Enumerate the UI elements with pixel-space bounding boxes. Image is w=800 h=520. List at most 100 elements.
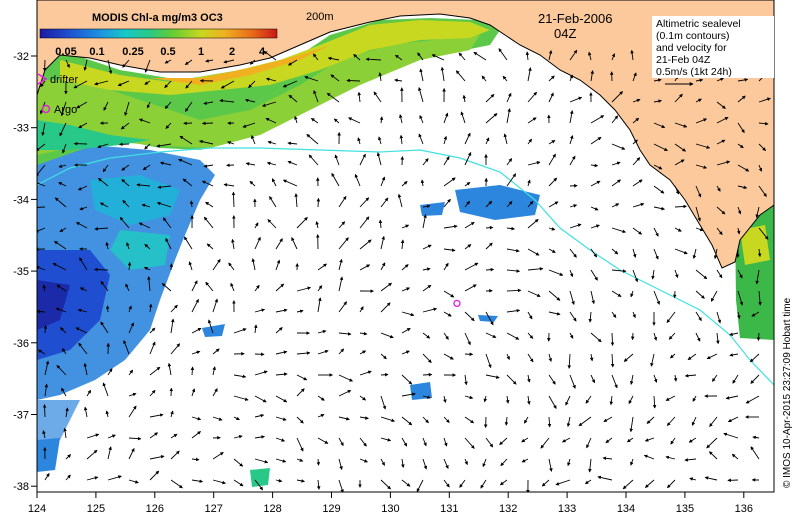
velocity-arrow: [651, 269, 655, 280]
velocity-arrow: [312, 53, 319, 61]
velocity-arrow: [695, 143, 711, 149]
velocity-arrow: [105, 305, 110, 313]
velocity-arrow: [380, 176, 386, 187]
velocity-arrow: [548, 153, 556, 166]
velocity-arrow: [56, 364, 67, 376]
velocity-arrow: [144, 80, 151, 85]
velocity-arrow: [212, 298, 218, 313]
velocity-arrow: [357, 137, 361, 145]
velocity-arrow: [610, 332, 615, 346]
velocity-arrow: [737, 78, 749, 82]
velocity-arrow: [333, 118, 340, 124]
velocity-arrow: [121, 178, 130, 187]
velocity-arrow: [443, 311, 452, 317]
velocity-arrow: [716, 185, 721, 192]
velocity-arrow: [716, 116, 729, 124]
velocity-arrow: [758, 185, 767, 197]
colorbar-title: MODIS Chl-a mg/m3 OC3: [92, 12, 223, 24]
velocity-arrow: [585, 395, 592, 404]
velocity-arrow: [629, 374, 634, 385]
velocity-arrow: [485, 437, 494, 448]
velocity-arrow: [231, 238, 235, 250]
velocity-arrow: [317, 329, 327, 334]
velocity-arrow: [716, 77, 724, 82]
velocity-arrow: [569, 311, 577, 322]
velocity-arrow: [191, 457, 200, 462]
velocity-arrow: [156, 143, 172, 148]
velocity-arrow: [632, 311, 636, 319]
velocity-arrow: [338, 374, 354, 382]
velocity-arrow: [65, 454, 72, 460]
velocity-arrow: [417, 52, 424, 61]
velocity-arrow: [212, 452, 224, 460]
velocity-arrow: [548, 177, 558, 187]
velocity-arrow: [338, 221, 346, 229]
velocity-arrow: [149, 341, 156, 355]
velocity-arrow: [674, 143, 686, 152]
velocity-arrow: [317, 413, 325, 418]
velocity-arrow: [569, 269, 574, 278]
velocity-arrow: [632, 157, 641, 166]
date-label: 21-Feb-2006: [538, 11, 612, 26]
velocity-arrow: [688, 437, 697, 443]
velocity-arrow: [527, 267, 544, 271]
velocity-arrow: [275, 416, 287, 421]
velocity-arrow: [357, 91, 362, 103]
velocity-arrow: [653, 227, 659, 237]
velocity-arrow: [653, 164, 663, 170]
velocity-arrow: [205, 281, 214, 292]
velocity-arrow: [231, 191, 236, 208]
x-tick-label: 134: [617, 503, 635, 515]
velocity-arrow: [220, 80, 235, 89]
velocity-arrow: [359, 153, 366, 166]
velocity-arrow: [55, 307, 67, 313]
velocity-arrow: [464, 200, 470, 208]
velocity-arrow: [170, 304, 178, 313]
velocity-arrow: [650, 353, 655, 367]
velocity-arrow: [359, 350, 367, 355]
velocity-arrow: [37, 206, 46, 208]
velocity-arrow: [422, 307, 438, 313]
velocity-arrow: [149, 366, 161, 376]
velocity-arrow: [380, 332, 394, 339]
velocity-arrow: [737, 290, 744, 306]
velocity-arrow: [464, 458, 468, 466]
velocity-arrow: [464, 151, 472, 166]
velocity-arrow: [380, 416, 396, 423]
velocity-arrow: [758, 121, 769, 126]
velocity-arrow: [265, 117, 277, 124]
velocity-arrow: [443, 248, 456, 252]
colorbar-gradient: [39, 28, 278, 39]
velocity-arrow: [644, 479, 655, 488]
velocity-arrow: [254, 236, 261, 250]
velocity-arrow: [77, 308, 88, 313]
velocity-arrow: [443, 135, 448, 145]
velocity-arrow: [485, 93, 495, 103]
velocity-arrow: [506, 158, 513, 166]
velocity-arrow: [569, 332, 574, 339]
velocity-arrow: [65, 474, 71, 481]
velocity-arrow: [401, 437, 408, 447]
velocity-arrow: [125, 283, 130, 292]
velocity-arrow: [227, 141, 235, 145]
velocity-arrow: [359, 216, 370, 229]
velocity-arrow: [401, 479, 411, 487]
velocity-arrow: [590, 163, 599, 168]
velocity-arrow: [565, 395, 571, 406]
velocity-arrow: [296, 416, 304, 424]
velocity-arrow: [632, 98, 641, 103]
velocity-arrow: [228, 262, 235, 271]
velocity-arrow: [267, 219, 277, 229]
velocity-arrow: [37, 143, 46, 152]
velocity-arrow: [338, 301, 347, 313]
velocity-arrow: [94, 227, 109, 231]
altimetry-line-2: (0.1m contours): [656, 30, 730, 42]
velocity-arrow: [609, 395, 614, 406]
isobath-200m: [37, 147, 774, 386]
velocity-arrow: [555, 479, 571, 486]
velocity-arrow: [731, 453, 739, 460]
velocity-arrow: [632, 227, 643, 235]
velocity-arrow: [737, 185, 748, 190]
velocity-arrow: [365, 57, 382, 62]
y-tick-label: -32: [13, 51, 29, 63]
